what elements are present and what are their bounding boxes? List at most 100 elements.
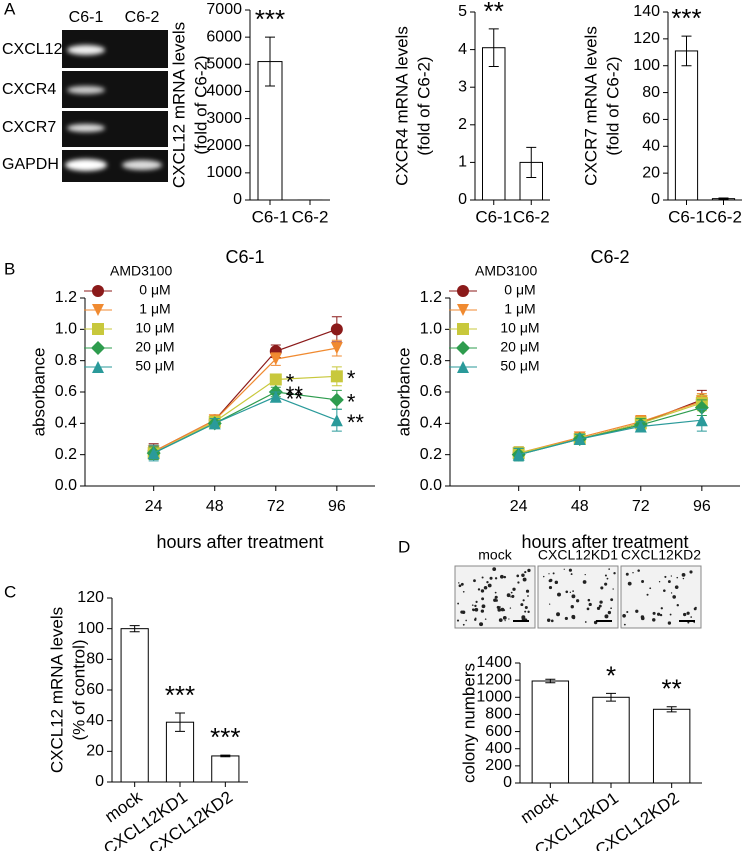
colony-dot — [543, 575, 545, 578]
band — [67, 124, 105, 132]
colony-dot — [524, 606, 528, 610]
colony-dot — [550, 619, 554, 623]
marker — [269, 390, 282, 403]
colony-dot — [525, 589, 530, 593]
panel-label: C — [4, 582, 16, 601]
significance: * — [347, 390, 356, 415]
colony-dot — [457, 602, 460, 605]
colony-dot — [682, 577, 685, 580]
x-axis-label: hours after treatment — [521, 532, 688, 552]
colony-dot — [584, 621, 587, 623]
y-tick-label: 600 — [485, 723, 512, 740]
colony-dot — [565, 590, 569, 594]
band — [65, 159, 107, 171]
x-tick-label: 72 — [267, 498, 285, 515]
y-tick-label: 5000 — [206, 56, 242, 73]
colony-dot — [517, 581, 520, 584]
marker — [208, 417, 221, 430]
x-tick-label: C6-1 — [475, 207, 512, 226]
image-label: mock — [478, 547, 512, 563]
y-tick-label: 1000 — [206, 164, 242, 181]
legend-marker — [457, 323, 469, 335]
legend-title: AMD3100 — [475, 263, 537, 279]
colony-dot — [481, 576, 484, 579]
y-tick-label: 80 — [642, 84, 660, 101]
legend-marker — [92, 323, 104, 335]
colony-dot — [658, 581, 661, 583]
chart-title: C6-2 — [590, 247, 629, 267]
y-tick-label: 20 — [86, 743, 104, 760]
x-tick-label: C6-1 — [668, 207, 705, 226]
y-axis-label: (% of control) — [69, 639, 88, 740]
colony-dot — [462, 623, 465, 626]
lane-label: C6-2 — [125, 9, 160, 26]
y-tick-label: 100 — [633, 57, 660, 74]
y-tick-label: 120 — [633, 30, 660, 47]
y-tick-label: 100 — [77, 620, 104, 637]
colony-dot — [599, 600, 603, 604]
bar — [211, 755, 240, 783]
y-tick-label: 4000 — [206, 83, 242, 100]
colony-dot — [582, 580, 587, 584]
y-axis-label: CXCR4 mRNA levels — [392, 26, 411, 186]
y-tick-label: 60 — [86, 681, 104, 698]
y-tick-label: 0.0 — [420, 477, 442, 494]
colony-dot — [674, 585, 679, 589]
y-tick-label: 5 — [458, 3, 467, 20]
colony-dot — [481, 604, 486, 609]
colony-images: mock CXCL12KD1 CXCL12KD2 — [454, 547, 702, 629]
y-tick-label: 0.8 — [420, 352, 442, 369]
colony-dot — [497, 608, 502, 612]
marker — [694, 400, 709, 415]
image-label: CXCL12KD2 — [621, 547, 701, 563]
colony-dot — [510, 596, 512, 598]
legend-label: 10 μM — [135, 320, 174, 336]
y-tick-label: 0.4 — [55, 415, 77, 432]
y-axis-label: CXCL12 mRNA levels — [169, 22, 188, 188]
colony-dot — [458, 584, 462, 588]
colony-dot — [527, 595, 529, 597]
colony-dot — [640, 616, 645, 621]
y-tick-label: 6000 — [206, 28, 242, 45]
error-bar — [129, 625, 140, 633]
y-tick-label: 200 — [485, 757, 512, 774]
colony-dot — [596, 606, 601, 610]
gene-label: GAPDH — [2, 156, 59, 173]
y-tick-label: 1.2 — [55, 289, 77, 306]
colony-dot — [564, 616, 568, 621]
colony-dot — [588, 602, 592, 607]
y-tick-label: 60 — [642, 111, 660, 128]
colony-dot — [471, 608, 475, 611]
colony-dot — [563, 568, 565, 570]
colony-dot — [484, 618, 487, 620]
y-axis-label: (fold of C6-2) — [603, 56, 622, 155]
y-tick-label: 0.8 — [55, 352, 77, 369]
colony-dot — [556, 612, 560, 617]
colony-photo — [620, 565, 702, 629]
colony-dot — [549, 603, 551, 605]
error-bar — [526, 146, 537, 178]
colony-dot — [475, 600, 478, 603]
colony-dot — [608, 568, 610, 570]
legend-title: AMD3100 — [110, 263, 172, 279]
marker — [695, 414, 708, 427]
legend-label: 0 μM — [139, 282, 170, 298]
gel: C6-1 C6-2 CXCL12 CXCR4 CXCR7 GAPDH — [2, 9, 168, 182]
colony-dot — [663, 589, 666, 592]
colony-dot — [600, 586, 604, 590]
colony-dot — [649, 587, 652, 590]
colony-dot — [473, 579, 476, 583]
bar — [482, 47, 506, 201]
significance: *** — [255, 4, 285, 34]
colony-dot — [479, 622, 484, 627]
y-tick-label: 800 — [485, 706, 512, 723]
colony-dot — [465, 619, 467, 622]
colony-dot — [570, 573, 573, 576]
y-axis-label: absorbance — [394, 348, 413, 437]
colony-dot — [652, 611, 656, 615]
colony-dot — [687, 621, 690, 624]
significance: ** — [662, 674, 682, 704]
significance: * — [606, 660, 616, 690]
legend-marker — [457, 304, 469, 316]
gene-label: CXCR4 — [2, 81, 56, 98]
